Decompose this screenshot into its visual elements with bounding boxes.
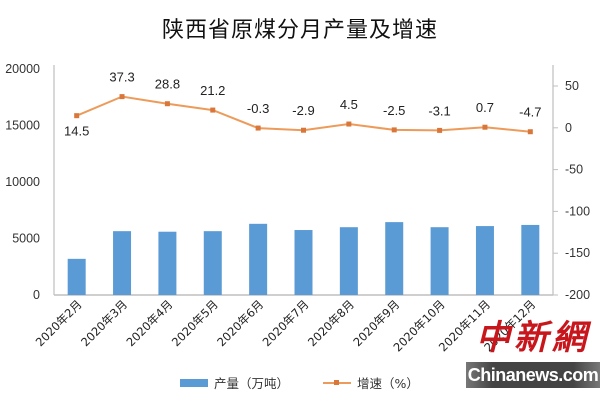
output-bar bbox=[203, 231, 222, 295]
growth-marker bbox=[301, 127, 306, 133]
output-bar bbox=[158, 231, 177, 295]
growth-data-label: 14.5 bbox=[64, 124, 89, 139]
right-axis-tick: -100 bbox=[565, 204, 590, 218]
left-axis-tick: 5000 bbox=[12, 232, 40, 246]
x-axis-category-label: 2020年6月 bbox=[214, 297, 266, 349]
output-bar bbox=[113, 231, 132, 295]
x-axis-category-label: 2020年3月 bbox=[78, 297, 130, 349]
growth-marker bbox=[210, 107, 216, 113]
growth-data-label: 37.3 bbox=[109, 70, 134, 85]
right-axis-tick: -200 bbox=[565, 288, 590, 302]
growth-data-label: -4.7 bbox=[519, 105, 541, 120]
left-axis-tick: 15000 bbox=[5, 119, 40, 133]
growth-marker bbox=[119, 94, 125, 100]
output-bar bbox=[67, 258, 86, 295]
legend-item-output: 产量（万吨） bbox=[180, 373, 289, 392]
growth-marker bbox=[346, 121, 352, 127]
growth-data-label: 4.5 bbox=[340, 97, 358, 112]
growth-data-label: 0.7 bbox=[476, 100, 494, 115]
watermark-cn-logo: 中新網 bbox=[476, 318, 590, 358]
chart-legend: 产量（万吨） 增速（%） bbox=[180, 373, 419, 392]
chart-title: 陕西省原煤分月产量及增速 bbox=[161, 18, 438, 43]
legend-item-growth: 增速（%） bbox=[323, 373, 419, 392]
growth-data-label: -2.9 bbox=[292, 103, 314, 118]
output-bar bbox=[385, 222, 404, 295]
growth-marker bbox=[74, 113, 80, 119]
growth-marker bbox=[437, 127, 443, 133]
right-axis-tick: 0 bbox=[565, 121, 572, 135]
output-bar bbox=[430, 227, 449, 295]
output-bar bbox=[475, 226, 494, 295]
x-axis-category-label: 2020年8月 bbox=[305, 297, 357, 349]
x-axis-category-label: 2020年5月 bbox=[169, 297, 221, 349]
line-swatch-icon bbox=[323, 379, 352, 385]
x-axis-category-label: 2020年2月 bbox=[33, 297, 85, 349]
left-axis-tick: 20000 bbox=[5, 62, 40, 76]
x-axis-category-label: 2020年4月 bbox=[123, 297, 175, 349]
left-axis-tick: 0 bbox=[33, 288, 40, 302]
watermark-en-text: Chinanews.com bbox=[466, 362, 600, 388]
growth-marker bbox=[164, 101, 170, 107]
bar-swatch-icon bbox=[180, 378, 208, 387]
growth-marker bbox=[527, 129, 533, 135]
growth-marker bbox=[391, 127, 397, 133]
growth-data-label: -2.5 bbox=[383, 103, 405, 118]
growth-data-label: 21.2 bbox=[200, 83, 225, 98]
legend-label-output: 产量（万吨） bbox=[214, 376, 290, 391]
growth-data-label: -3.1 bbox=[428, 103, 450, 118]
growth-data-label: -0.3 bbox=[247, 101, 269, 116]
output-bar bbox=[339, 227, 358, 295]
output-bar bbox=[294, 230, 313, 295]
growth-data-label: 28.8 bbox=[155, 77, 180, 92]
growth-marker bbox=[255, 125, 261, 131]
output-bar bbox=[249, 223, 268, 295]
x-axis-category-label: 2020年7月 bbox=[260, 297, 312, 349]
growth-marker bbox=[482, 124, 488, 130]
legend-label-growth: 增速（%） bbox=[357, 376, 419, 391]
right-axis-tick: -50 bbox=[565, 163, 583, 177]
chinanews-watermark: 中新網 Chinanews.com bbox=[466, 316, 600, 388]
right-axis-tick: -150 bbox=[565, 246, 590, 260]
left-axis-tick: 10000 bbox=[5, 175, 40, 189]
right-axis-tick: 50 bbox=[565, 79, 579, 93]
output-bar bbox=[521, 224, 540, 295]
